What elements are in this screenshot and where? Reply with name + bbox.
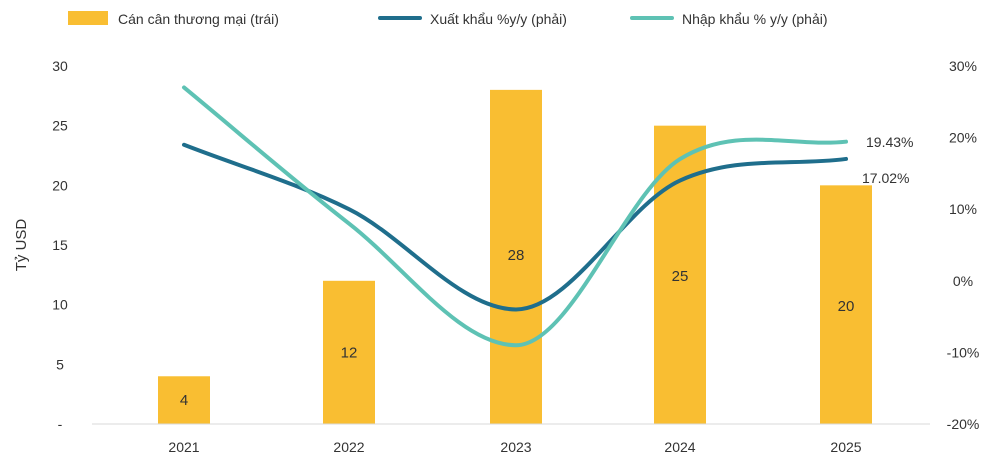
y-left-tick-label: 10 xyxy=(52,297,68,313)
y-left-tick-label: 20 xyxy=(52,177,68,193)
end-value-label: 17.02% xyxy=(862,170,909,186)
y-axis-title: Tỷ USD xyxy=(13,219,30,272)
series-line-1 xyxy=(182,85,848,348)
y-left-tick-label: 25 xyxy=(52,118,68,134)
y-left-tick-label: 30 xyxy=(52,58,68,74)
y-left-tick-label: 15 xyxy=(52,237,68,253)
bar-data-label: 25 xyxy=(672,268,689,285)
y-right-tick-label: -20% xyxy=(947,416,980,432)
y-right-tick-label: -10% xyxy=(947,344,980,360)
bar xyxy=(158,376,210,424)
x-tick-label: 2022 xyxy=(333,439,364,455)
y-left-tick-label: - xyxy=(58,416,63,432)
y-left-tick-label: 5 xyxy=(56,356,64,372)
legend-label-2: Nhập khẩu % y/y (phải) xyxy=(682,11,828,27)
bar-data-label: 12 xyxy=(341,344,358,361)
bar-data-label: 4 xyxy=(180,392,188,409)
y-right-tick-label: 10% xyxy=(949,201,977,217)
legend-label-0: Cán cân thương mại (trái) xyxy=(118,11,279,27)
y-right-tick-label: 20% xyxy=(949,130,977,146)
legend-label-1: Xuất khẩu %y/y (phải) xyxy=(430,11,567,27)
bar xyxy=(820,185,872,424)
bar xyxy=(323,280,375,424)
bar xyxy=(490,89,542,424)
x-tick-label: 2021 xyxy=(168,439,199,455)
end-value-label: 19.43% xyxy=(866,134,913,150)
y-right-tick-label: 30% xyxy=(949,58,977,74)
bar-data-label: 28 xyxy=(508,247,525,264)
y-right-tick-label: 0% xyxy=(953,273,973,289)
legend-swatch-0 xyxy=(68,11,108,25)
x-tick-label: 2024 xyxy=(664,439,695,455)
bar-data-label: 20 xyxy=(838,298,855,315)
x-tick-label: 2023 xyxy=(500,439,531,455)
x-tick-label: 2025 xyxy=(830,439,861,455)
